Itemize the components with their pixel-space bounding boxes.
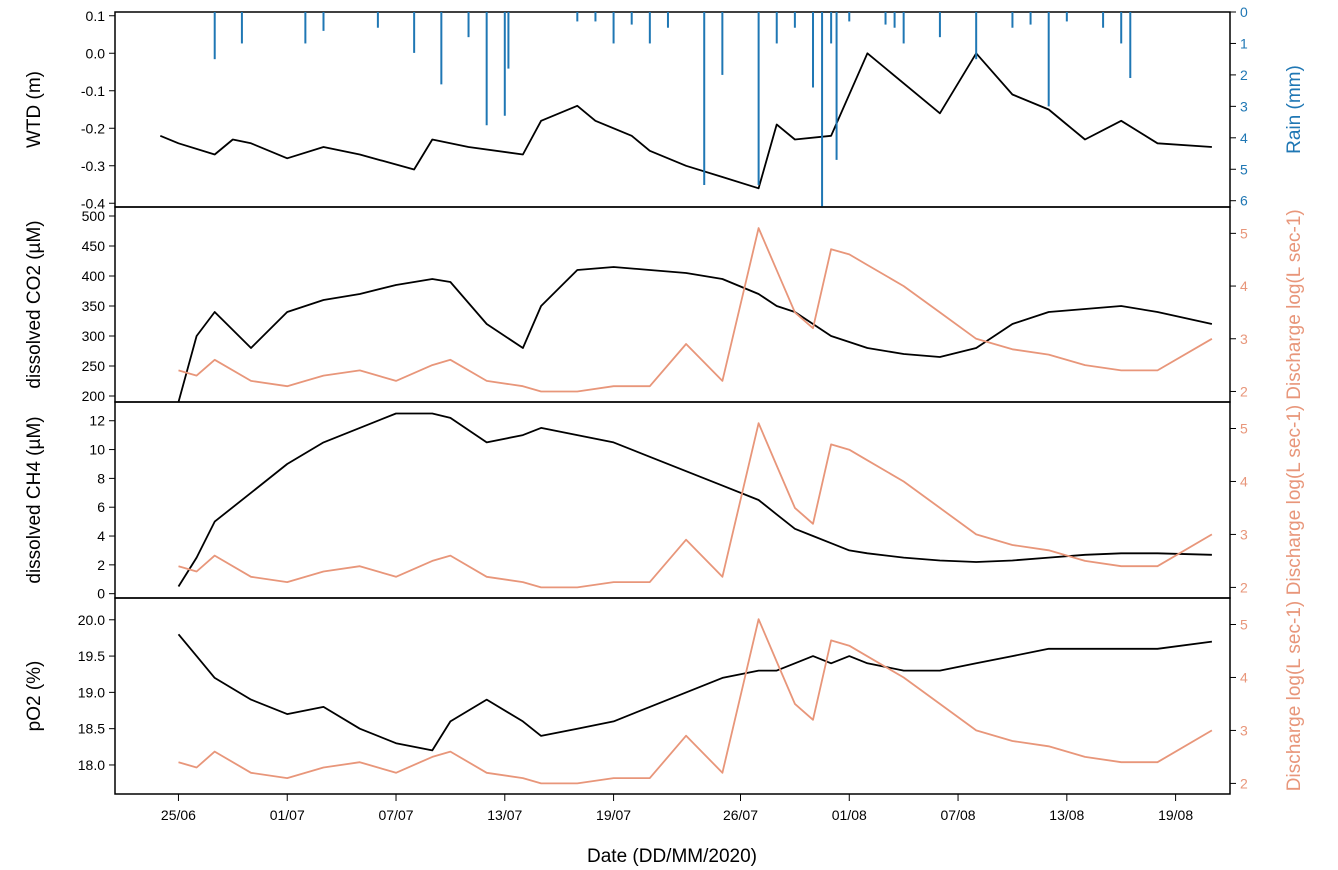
y-tick-label: -0.1: [81, 83, 105, 99]
rain-bars: [213, 12, 1132, 207]
y-tick-label: 0: [97, 586, 105, 602]
y2-tick-label: 4: [1240, 278, 1248, 294]
x-tick-label: 01/07: [270, 807, 305, 823]
y2-axis-label: Discharge log(L sec-1): [1284, 209, 1305, 399]
y-axis-label: dissolved CO2 (µM): [24, 220, 45, 388]
y2-tick-label: 5: [1240, 616, 1248, 632]
x-tick-label: 25/06: [161, 807, 196, 823]
y2-tick-label: 1: [1240, 35, 1248, 51]
y2-tick-label: 5: [1240, 161, 1248, 177]
y-tick-label: 19.0: [78, 684, 105, 700]
y2-tick-label: 4: [1240, 473, 1248, 489]
y-tick-label: 450: [82, 238, 106, 254]
y-tick-label: 12: [89, 413, 105, 429]
x-tick-label: 26/07: [723, 807, 758, 823]
y2-tick-label: 3: [1240, 526, 1248, 542]
panel-wtd: 0.1 0.0 -0.1 -0.2 -0.3 -0.4 0 1 2 3 4 5 6 WTD (m) Rain…: [24, 4, 1305, 211]
y-tick-label: 10: [89, 442, 105, 458]
y-tick-label: 2: [97, 557, 105, 573]
x-tick-label: 01/08: [832, 807, 867, 823]
series-line-discharge: [178, 618, 1213, 785]
y2-tick-label: 3: [1240, 722, 1248, 738]
panel-ch4: 12 10 8 6 4 2 0 2 3 4 5 dissolved CH4 (µM) Discharge…: [24, 401, 1305, 602]
y-axis-label: WTD (m): [24, 71, 45, 148]
y2-tick-label: 5: [1240, 420, 1248, 436]
y-tick-label: 200: [82, 388, 106, 404]
y2-tick-label: 3: [1240, 331, 1248, 347]
x-tick-label: 07/08: [941, 807, 976, 823]
y2-tick-label: 6: [1240, 193, 1248, 209]
y2-tick-label: 2: [1240, 67, 1248, 83]
y2-tick-label: 5: [1240, 225, 1248, 241]
y-tick-label: -0.4: [81, 195, 105, 211]
y-axis-label: dissolved CH4 (µM): [24, 416, 45, 583]
y-tick-label: -0.3: [81, 158, 105, 174]
y2-tick-label: 2: [1240, 579, 1248, 595]
y-tick-label: 18.0: [78, 757, 105, 773]
y-axis-label: pO2 (%): [24, 661, 45, 732]
series-line-po2: [177, 633, 1213, 752]
y-tick-label: 0.0: [86, 45, 106, 61]
y-tick-label: 300: [82, 328, 106, 344]
series-line-discharge: [178, 227, 1213, 393]
y-tick-label: 18.5: [78, 721, 105, 737]
x-axis: 25/06 01/07 07/07 13/07 19/07 26/07 01/08 07/08…: [161, 794, 1193, 823]
y2-tick-label: 2: [1240, 775, 1248, 791]
y2-tick-label: 3: [1240, 98, 1248, 114]
y-tick-label: -0.2: [81, 120, 105, 136]
y-tick-label: 20.0: [78, 612, 105, 628]
y-tick-label: 6: [97, 499, 105, 515]
y-tick-label: 8: [97, 470, 105, 486]
y-tick-label: 0.1: [86, 8, 106, 24]
y-tick-label: 350: [82, 298, 106, 314]
x-tick-label: 19/07: [596, 807, 631, 823]
y-tick-label: 19.5: [78, 648, 105, 664]
series-line-ch4: [177, 412, 1212, 587]
x-tick-label: 19/08: [1158, 807, 1193, 823]
y-tick-label: 400: [82, 268, 106, 284]
panel-co2: 500 450 400 350 300 250 200 2 3 4 5 dissolved CO2 (…: [24, 206, 1305, 404]
x-axis-label: Date (DD/MM/2020): [587, 846, 757, 867]
y2-tick-label: 4: [1240, 130, 1248, 146]
x-tick-label: 13/08: [1049, 807, 1084, 823]
y-tick-label: 250: [82, 358, 106, 374]
x-tick-label: 07/07: [378, 807, 413, 823]
series-line-discharge: [178, 422, 1213, 589]
y2-axis-label: Rain (mm): [1284, 65, 1305, 154]
y2-axis-label: Discharge log(L sec-1): [1284, 405, 1305, 595]
y2-tick-label: 4: [1240, 669, 1248, 685]
panel-frame: [114, 597, 1231, 795]
y-tick-label: 4: [97, 528, 105, 544]
y2-tick-label: 2: [1240, 383, 1248, 399]
series-line-co2: [177, 266, 1213, 403]
series-line-wtd: [159, 52, 1212, 190]
x-tick-label: 13/07: [487, 807, 522, 823]
y-tick-label: 500: [82, 208, 106, 224]
panel-po2: 20.0 19.5 19.0 18.5 18.0 2 3 4 5 pO2 (%) Discharge…: [24, 597, 1305, 795]
y2-axis-label: Discharge log(L sec-1): [1284, 601, 1305, 791]
y2-tick-label: 0: [1240, 4, 1248, 20]
